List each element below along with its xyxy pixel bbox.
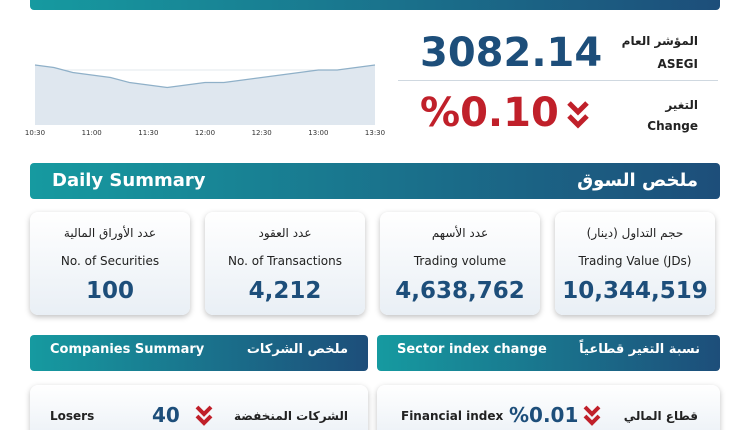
label-ar: قطاع المالي [623,409,698,423]
line [34,64,376,89]
summary-card: عدد الأوراق المالية No. of Securities 100 [30,212,190,315]
change-label-ar: التغير [665,98,698,112]
index-label-ar: المؤشر العام [621,34,698,48]
label-en: No. of Transactions [227,254,343,268]
x-tick-label: 13:30 [365,129,385,137]
x-tick-label: 10:30 [25,129,45,137]
label-en: Losers [50,409,95,423]
title-en: Sector index change [397,342,547,357]
change-label-en: Change [647,119,698,133]
title-ar: نسبة التغير قطاعياً [579,342,700,357]
index-chart: 30603070308010:3011:0011:3012:0012:3013:… [25,64,385,137]
index-label-en: ASEGI [657,57,698,71]
value: 40 [152,403,180,427]
title-ar: ملخص السوق [577,170,698,191]
losers-card: Losers 40 الشركات المنخفضة [30,385,368,430]
divider [398,80,718,81]
down-icon [567,101,589,129]
label-en: Trading Value (JDs) [578,254,692,268]
sector-header: Sector index change نسبة التغير قطاعياً [377,335,720,371]
label-ar: عدد الأوراق المالية [63,226,157,240]
x-tick-label: 13:00 [308,129,328,137]
label-en: No. of Securities [60,254,160,268]
value: 10,344,519 [562,278,708,304]
x-tick-label: 11:00 [82,129,102,137]
x-tick-label: 12:30 [252,129,272,137]
label-ar: الشركات المنخفضة [234,409,348,423]
down-icon [195,405,213,426]
summary-card: عدد الأسهم Trading volume 4,638,762 [380,212,540,315]
label-ar: عدد العقود [258,226,312,240]
value: 4,212 [248,278,322,304]
sector-card: Financial index %0.01 قطاع المالي [377,385,720,430]
summary-card: حجم التداول (دينار) Trading Value (JDs) 10… [555,212,715,315]
value: 4,638,762 [395,278,525,304]
value: 100 [85,278,134,304]
top-banner [30,0,720,10]
x-tick-label: 12:00 [195,129,215,137]
value: %0.01 [509,403,579,427]
title-en: Daily Summary [52,170,206,191]
label-ar: حجم التداول (دينار) [586,226,684,240]
title-en: Companies Summary [50,342,205,357]
label-en: Financial index [401,409,504,423]
change-value: %0.10 [420,90,559,136]
label-en: Trading volume [413,254,507,268]
companies-header: Companies Summary ملخص الشركات [30,335,368,371]
summary-card: عدد العقود No. of Transactions 4,212 [205,212,365,315]
x-tick-label: 11:30 [138,129,158,137]
title-ar: ملخص الشركات [246,342,348,357]
daily-summary-header: Daily Summary ملخص السوق [30,163,720,199]
index-value: 3082.14 [420,30,603,76]
label-ar: عدد الأسهم [431,226,489,240]
down-icon [583,405,601,426]
